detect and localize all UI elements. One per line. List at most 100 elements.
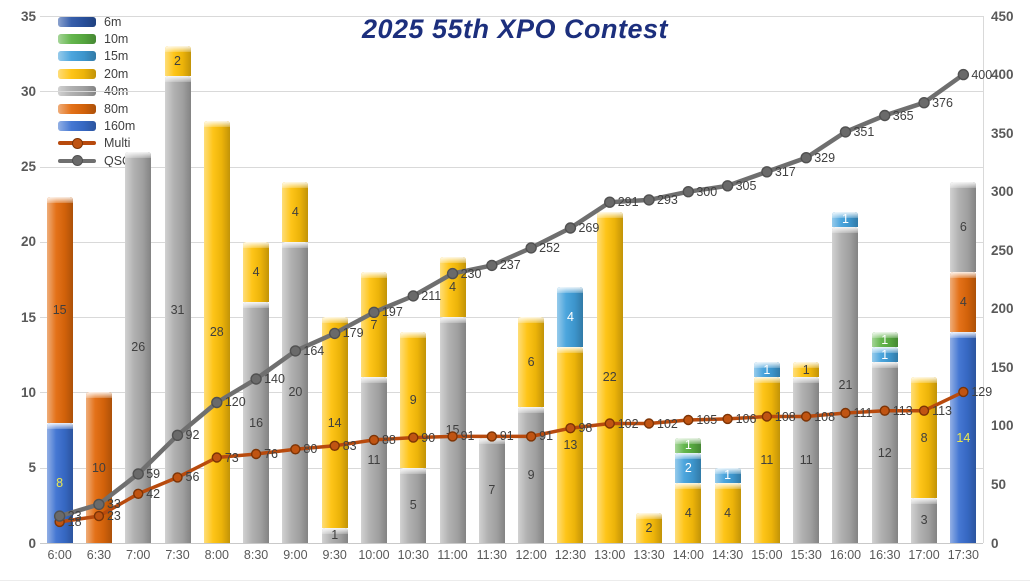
x-axis-tick: 15:30	[790, 548, 822, 562]
legend-label: 6m	[104, 14, 122, 29]
bar-cap-highlight	[950, 181, 977, 188]
point-value-Multi: 91	[460, 429, 475, 444]
x-axis-tick: 12:00	[515, 548, 547, 562]
legend-swatch-gloss	[58, 121, 96, 132]
marker-QSO	[918, 96, 930, 109]
bar-cap-highlight	[675, 452, 702, 459]
bar-value-20m: 1	[802, 362, 810, 377]
x-axis-tick: 12:30	[554, 548, 587, 562]
point-value-QSO: 400	[971, 67, 993, 82]
point-value-Multi: 102	[657, 416, 678, 431]
point-value-QSO: 92	[185, 428, 200, 443]
marker-QSO	[564, 222, 577, 234]
y-axis-left-tick: 0	[28, 535, 36, 551]
y-axis-right-tick: 250	[991, 242, 1014, 258]
point-value-Multi: 105	[696, 413, 718, 428]
point-value-QSO: 376	[932, 95, 953, 110]
bar-cap-highlight	[46, 422, 73, 429]
bar-cap-highlight	[282, 181, 309, 188]
legend-item-6m: 6m	[58, 13, 135, 30]
bar-cap-highlight	[518, 407, 545, 414]
point-value-QSO: 300	[696, 184, 718, 199]
bar-cap-highlight	[360, 271, 387, 278]
point-value-Multi: 91	[539, 429, 554, 444]
bar-cap-highlight	[950, 332, 977, 339]
bar-value-15m: 2	[684, 460, 692, 475]
x-axis-tick: 7:00	[126, 548, 151, 562]
bar-value-20m: 14	[327, 415, 342, 430]
bar-cap-highlight	[636, 512, 663, 519]
bar-cap-highlight	[518, 317, 545, 324]
bar-cap-highlight	[596, 211, 623, 218]
plot-right-border	[983, 16, 984, 543]
point-value-QSO: 237	[499, 258, 521, 273]
x-axis-tick: 13:00	[594, 548, 626, 562]
bar-cap-highlight	[832, 226, 859, 233]
x-axis-tick: 11:00	[437, 548, 468, 562]
marker-QSO	[879, 109, 891, 122]
point-value-Multi: 91	[499, 429, 514, 444]
legend-item-Multi: Multi	[58, 135, 135, 152]
bar-cap-highlight	[714, 482, 741, 489]
bar-value-40m: 31	[170, 302, 185, 317]
x-axis-tick: 16:30	[869, 548, 901, 562]
point-value-QSO: 317	[774, 164, 796, 179]
marker-QSO	[643, 194, 655, 206]
legend-label: 15m	[104, 49, 129, 64]
legend-swatch-gloss	[58, 16, 96, 27]
bar-value-20m: 4	[291, 204, 299, 219]
x-axis-tick: 14:00	[672, 548, 704, 562]
point-value-QSO: 211	[421, 288, 442, 303]
bar-value-15m: 4	[566, 310, 574, 325]
bar-value-40m: 9	[527, 468, 535, 483]
bar-value-20m: 28	[209, 325, 224, 340]
point-value-QSO: 164	[303, 343, 325, 358]
marker-Multi	[683, 414, 694, 426]
bar-value-20m: 13	[563, 438, 578, 453]
point-value-QSO: 179	[342, 326, 364, 341]
y-axis-right-tick: 0	[991, 535, 999, 551]
y-axis-left-tick: 20	[20, 234, 36, 250]
line-QSO	[57, 72, 966, 519]
x-axis-tick: 9:00	[283, 548, 308, 562]
bar-value-40m: 21	[838, 377, 853, 392]
bar-value-40m: 11	[367, 453, 381, 468]
bar-cap-highlight	[164, 76, 191, 83]
bar-segment-20m	[164, 46, 191, 77]
legend-label: 20m	[104, 66, 129, 81]
y-axis-right-tick: 150	[991, 359, 1014, 375]
legend-swatch-10m	[58, 34, 96, 45]
point-value-QSO: 140	[264, 372, 285, 387]
point-value-Multi: 113	[932, 403, 952, 418]
gridline	[40, 543, 983, 544]
bar-value-40m: 1	[331, 528, 339, 543]
bar-cap-highlight	[950, 271, 977, 278]
bar-cap-highlight	[243, 241, 270, 248]
bar-value-40m: 11	[799, 453, 813, 468]
y-axis-left-tick: 5	[28, 460, 36, 476]
bar-cap-highlight	[203, 121, 230, 128]
legend-swatch-gloss	[58, 34, 96, 45]
marker-Multi	[722, 413, 733, 425]
bar-value-20m: 2	[645, 520, 653, 535]
point-value-QSO: 33	[106, 497, 121, 512]
chart-title: 2025 55th XPO Contest	[361, 14, 669, 44]
bar-value-15m: 1	[841, 212, 849, 227]
marker-QSO	[761, 166, 773, 178]
y-axis-left-tick: 30	[20, 83, 36, 99]
legend-label: Multi	[104, 136, 131, 151]
legend-swatch-QSO	[58, 155, 96, 167]
point-value-QSO: 291	[617, 195, 639, 210]
bar-cap-highlight	[793, 377, 820, 384]
bar-cap-highlight	[675, 482, 702, 489]
point-value-QSO: 197	[381, 305, 403, 320]
point-value-Multi: 73	[224, 450, 239, 465]
bar-value-15m: 1	[881, 347, 889, 362]
bar-value-20m: 11	[760, 453, 774, 468]
bar-value-10m: 1	[684, 438, 692, 453]
x-axis-tick: 14:30	[711, 548, 744, 562]
point-value-Multi: 111	[853, 406, 873, 420]
bar-value-160m: 8	[56, 475, 64, 490]
x-axis-tick: 9:30	[322, 548, 347, 562]
legend-item-80m: 80m	[58, 100, 135, 117]
